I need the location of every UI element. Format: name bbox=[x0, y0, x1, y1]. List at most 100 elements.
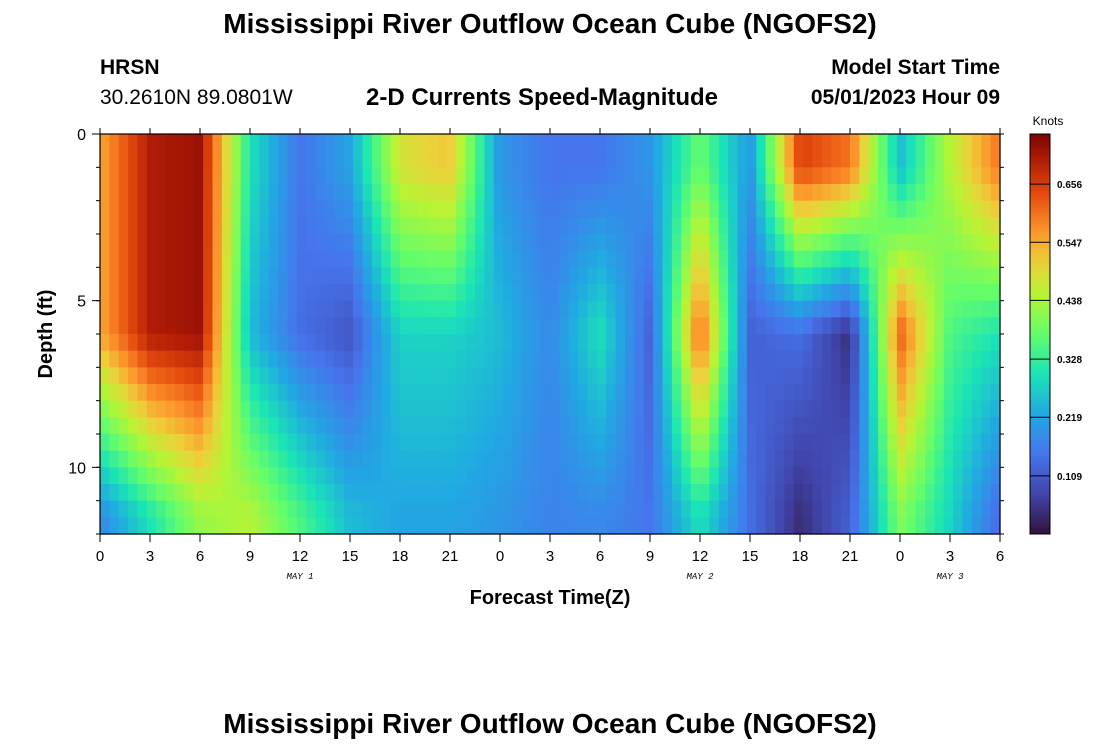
heatmap-cell bbox=[221, 134, 232, 152]
heatmap-cell bbox=[428, 267, 439, 285]
heatmap-cell bbox=[728, 234, 739, 252]
heatmap-cell bbox=[146, 200, 157, 218]
heatmap-cell bbox=[934, 217, 945, 235]
heatmap-cell bbox=[625, 267, 635, 285]
x-tick-label: 6 bbox=[996, 548, 1004, 565]
heatmap-cell bbox=[137, 400, 148, 418]
heatmap-cell bbox=[512, 150, 523, 168]
heatmap-cell bbox=[559, 167, 570, 185]
heatmap-cell bbox=[250, 334, 260, 352]
heatmap-cell bbox=[156, 150, 167, 168]
heatmap-cell bbox=[343, 384, 354, 402]
heatmap-cell bbox=[465, 234, 476, 252]
heatmap-cell bbox=[540, 217, 551, 235]
heatmap-cell bbox=[934, 434, 945, 452]
heatmap-cell bbox=[793, 400, 804, 418]
heatmap-cell bbox=[981, 267, 992, 285]
heatmap-cell bbox=[746, 284, 757, 302]
heatmap-cell bbox=[146, 217, 157, 235]
heatmap-cell bbox=[390, 234, 401, 252]
heatmap-cell bbox=[437, 200, 448, 218]
heatmap-cell bbox=[512, 184, 523, 202]
heatmap-cell bbox=[906, 450, 917, 468]
heatmap-cell bbox=[353, 350, 364, 368]
heatmap-cell bbox=[475, 167, 485, 185]
heatmap-cell bbox=[296, 484, 307, 502]
heatmap-cell bbox=[662, 367, 673, 385]
heatmap-cell bbox=[156, 267, 167, 285]
heatmap-cell bbox=[728, 134, 739, 152]
heatmap-cell bbox=[353, 434, 364, 452]
heatmap-cell bbox=[615, 184, 626, 202]
heatmap-cell bbox=[793, 200, 804, 218]
heatmap-cell bbox=[746, 350, 757, 368]
heatmap-cell bbox=[362, 184, 373, 202]
heatmap-cell bbox=[287, 234, 298, 252]
heatmap-cell bbox=[878, 484, 889, 502]
heatmap-cell bbox=[531, 200, 542, 218]
heatmap-cell bbox=[109, 334, 120, 352]
heatmap-cell bbox=[446, 300, 457, 318]
heatmap-cell bbox=[503, 500, 514, 518]
heatmap-cell bbox=[793, 317, 804, 335]
heatmap-cell bbox=[690, 500, 701, 518]
heatmap-cell bbox=[503, 467, 514, 485]
heatmap-cell bbox=[840, 517, 851, 535]
heatmap-cell bbox=[934, 184, 945, 202]
heatmap-cell bbox=[550, 217, 560, 235]
heatmap-cell bbox=[456, 267, 467, 285]
heatmap-cell bbox=[456, 434, 467, 452]
heatmap-cell bbox=[109, 450, 120, 468]
heatmap-cell bbox=[484, 467, 495, 485]
heatmap-cell bbox=[803, 167, 814, 185]
heatmap-cell bbox=[418, 517, 429, 535]
heatmap-cell bbox=[821, 500, 832, 518]
heatmap-cell bbox=[793, 250, 804, 268]
heatmap-cell bbox=[184, 384, 195, 402]
heatmap-cell bbox=[737, 367, 748, 385]
heatmap-cell bbox=[606, 300, 617, 318]
heatmap-cell bbox=[343, 234, 354, 252]
heatmap-cell bbox=[775, 234, 785, 252]
heatmap-cell bbox=[700, 417, 710, 435]
heatmap-cell bbox=[109, 500, 120, 518]
heatmap-cell bbox=[531, 350, 542, 368]
heatmap-cell bbox=[428, 467, 439, 485]
heatmap-cell bbox=[587, 484, 598, 502]
heatmap-cell bbox=[662, 267, 673, 285]
heatmap-cell bbox=[362, 517, 373, 535]
heatmap-cell bbox=[587, 267, 598, 285]
heatmap-cell bbox=[231, 250, 242, 268]
heatmap-cell bbox=[250, 250, 260, 268]
heatmap-cell bbox=[990, 467, 1001, 485]
heatmap-cell bbox=[812, 184, 823, 202]
heatmap-cell bbox=[418, 267, 429, 285]
heatmap-cell bbox=[690, 184, 701, 202]
heatmap-cell bbox=[240, 400, 251, 418]
heatmap-cell bbox=[165, 384, 176, 402]
heatmap-cell bbox=[296, 167, 307, 185]
heatmap-cell bbox=[746, 467, 757, 485]
heatmap-cell bbox=[812, 250, 823, 268]
heatmap-cell bbox=[746, 334, 757, 352]
heatmap-cell bbox=[503, 184, 514, 202]
heatmap-cell bbox=[334, 500, 345, 518]
heatmap-cell bbox=[456, 417, 467, 435]
y-axis-label: Depth (ft) bbox=[35, 290, 57, 379]
heatmap-cell bbox=[390, 200, 401, 218]
heatmap-cell bbox=[681, 134, 692, 152]
heatmap-cell bbox=[484, 400, 495, 418]
heatmap-cell bbox=[362, 500, 373, 518]
heatmap-cell bbox=[596, 367, 607, 385]
heatmap-cell bbox=[840, 500, 851, 518]
heatmap-cell bbox=[643, 434, 654, 452]
heatmap-cell bbox=[746, 400, 757, 418]
heatmap-cell bbox=[831, 317, 842, 335]
heatmap-cell bbox=[325, 184, 335, 202]
heatmap-cell bbox=[653, 217, 664, 235]
heatmap-cell bbox=[165, 150, 176, 168]
heatmap-cell bbox=[221, 350, 232, 368]
heatmap-cell bbox=[803, 200, 814, 218]
heatmap-cell bbox=[803, 400, 814, 418]
heatmap-cell bbox=[240, 417, 251, 435]
